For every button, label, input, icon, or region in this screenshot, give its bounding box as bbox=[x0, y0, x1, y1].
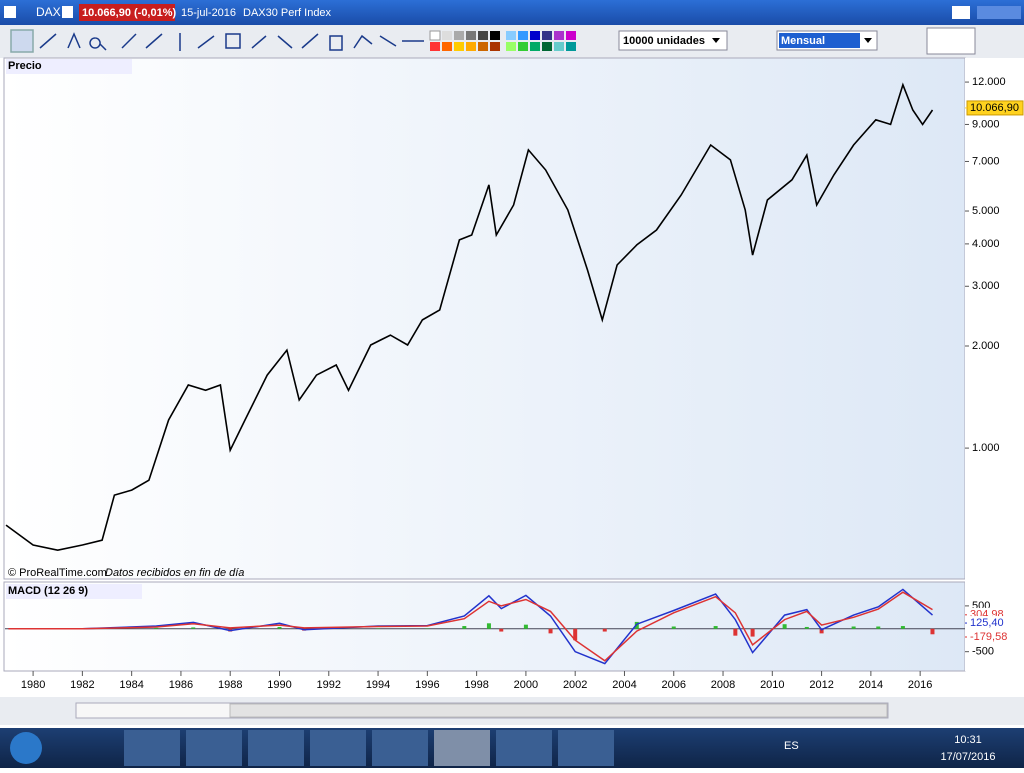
x-tick-label: 1982 bbox=[70, 679, 94, 691]
histogram-bar bbox=[783, 624, 787, 629]
x-tick-label: 2016 bbox=[908, 679, 932, 691]
x-tick-label: 1980 bbox=[21, 679, 45, 691]
histogram-bar bbox=[603, 629, 607, 632]
histogram-bar bbox=[549, 629, 553, 634]
histogram-bar bbox=[901, 626, 905, 629]
histogram-bar bbox=[462, 626, 466, 629]
histogram-bar bbox=[876, 627, 880, 629]
histogram-bar bbox=[487, 623, 491, 628]
price-change: 10.066,90 (-0,01%) bbox=[82, 7, 177, 19]
y-tick-label: 4.000 bbox=[972, 238, 1000, 250]
scroll-thumb[interactable] bbox=[230, 704, 887, 717]
date: 15-jul-2016 bbox=[181, 7, 236, 19]
symbol: DAX bbox=[36, 5, 61, 19]
histogram-bar bbox=[852, 627, 856, 629]
x-tick-label: 1990 bbox=[267, 679, 291, 691]
x-tick-label: 2006 bbox=[662, 679, 686, 691]
credit-note: Datos recibidos en fin de día bbox=[105, 567, 244, 579]
x-tick-label: 2008 bbox=[711, 679, 735, 691]
y-tick-label: 1.000 bbox=[972, 442, 1000, 454]
x-tick-label: 1992 bbox=[317, 679, 341, 691]
histogram-bar bbox=[154, 628, 158, 629]
units-value: 10000 unidades bbox=[623, 35, 705, 47]
price-panel bbox=[4, 58, 965, 579]
language: ES bbox=[784, 740, 799, 752]
value-tag-label: 10.066,90 bbox=[970, 102, 1019, 114]
histogram-bar bbox=[733, 629, 737, 636]
x-tick-label: 2004 bbox=[612, 679, 636, 691]
y-tick-label: 7.000 bbox=[972, 155, 1000, 167]
x-tick-label: 2002 bbox=[563, 679, 587, 691]
start-button[interactable] bbox=[10, 732, 42, 764]
keypad-button[interactable] bbox=[952, 6, 970, 19]
period-value: Mensual bbox=[781, 35, 825, 47]
histogram-bar bbox=[714, 626, 718, 629]
x-tick-label: 1994 bbox=[366, 679, 390, 691]
x-tick-label: 1996 bbox=[415, 679, 439, 691]
x-tick-label: 1988 bbox=[218, 679, 242, 691]
panel-label: Precio bbox=[8, 60, 42, 72]
x-tick-label: 2014 bbox=[859, 679, 883, 691]
price-axis bbox=[965, 58, 1024, 671]
clock-time: 10:31 bbox=[954, 734, 982, 746]
x-tick-label: 1998 bbox=[464, 679, 488, 691]
histogram-bar bbox=[499, 629, 503, 632]
panel-label: MACD (12 26 9) bbox=[8, 585, 88, 597]
indicator-button[interactable] bbox=[927, 28, 975, 54]
instrument-name: DAX30 Perf Index bbox=[243, 7, 332, 19]
y-tick-label: 9.000 bbox=[972, 118, 1000, 130]
histogram-bar bbox=[751, 629, 755, 637]
histogram-bar bbox=[672, 627, 676, 629]
clock-date: 17/07/2016 bbox=[940, 751, 995, 763]
app-icon bbox=[4, 6, 16, 18]
x-tick-label: 2012 bbox=[809, 679, 833, 691]
x-tick-label: 1984 bbox=[119, 679, 143, 691]
info-icon[interactable] bbox=[62, 6, 73, 18]
y-tick-label: 12.000 bbox=[972, 76, 1006, 88]
histogram-bar bbox=[930, 629, 934, 634]
y-tick-label: 2.000 bbox=[972, 340, 1000, 352]
credit: © ProRealTime.com bbox=[8, 567, 107, 579]
y-tick-label: 3.000 bbox=[972, 280, 1000, 292]
window-buttons[interactable] bbox=[977, 6, 1021, 19]
x-tick-label: 2010 bbox=[760, 679, 784, 691]
value-tag-label: -179,58 bbox=[970, 631, 1007, 643]
y-tick-label: -500 bbox=[972, 646, 994, 658]
histogram-bar bbox=[524, 625, 528, 629]
histogram-bar bbox=[277, 627, 281, 629]
value-tag-label: 125,40 bbox=[970, 617, 1004, 629]
x-tick-label: 1986 bbox=[169, 679, 193, 691]
y-tick-label: 5.000 bbox=[972, 205, 1000, 217]
histogram-bar bbox=[191, 627, 195, 628]
x-tick-label: 2000 bbox=[514, 679, 538, 691]
histogram-bar bbox=[805, 627, 809, 629]
